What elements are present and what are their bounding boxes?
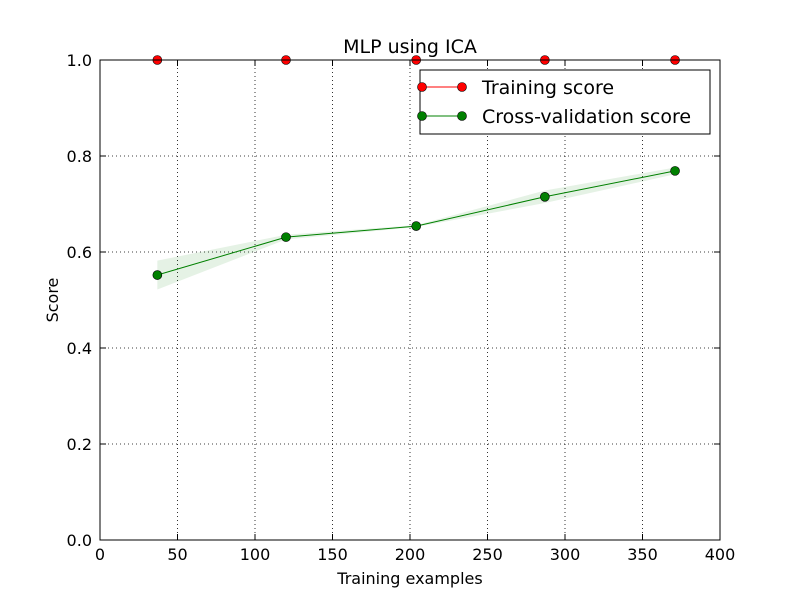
- legend-label-cv: Cross-validation score: [482, 106, 691, 128]
- y-tick-label: 1.0: [67, 51, 92, 70]
- y-tick-label: 0.0: [67, 531, 92, 550]
- x-tick-label: 0: [95, 545, 105, 564]
- legend: Training score Cross-validation score: [417, 69, 711, 135]
- x-tick-label: 200: [395, 545, 426, 564]
- cv-score-point: [152, 270, 163, 280]
- legend-marker-training: [457, 82, 467, 92]
- x-tick-label: 400: [705, 545, 736, 564]
- legend-marker-training: [417, 82, 427, 92]
- x-tick-label: 350: [627, 545, 658, 564]
- cv-score-point: [281, 232, 291, 242]
- legend-box: [419, 69, 711, 135]
- grid: [100, 60, 720, 540]
- x-tick-label: 50: [167, 545, 187, 564]
- y-tick-label: 0.8: [67, 147, 92, 166]
- y-tick-label: 0.6: [67, 243, 92, 262]
- x-tick-label: 250: [472, 545, 503, 564]
- x-axis-title: Training examples: [336, 569, 482, 588]
- legend-marker-cv: [417, 111, 427, 121]
- x-tick-label: 150: [317, 545, 348, 564]
- chart-title: MLP using ICA: [343, 36, 477, 58]
- legend-marker-cv: [457, 111, 467, 121]
- x-tick-label: 300: [550, 545, 581, 564]
- legend-label-training: Training score: [481, 77, 614, 99]
- y-tick-label: 0.4: [67, 339, 92, 358]
- x-tick-label: 100: [240, 545, 271, 564]
- cv-score-point: [670, 166, 680, 176]
- axis-ticks: 0 50 100 150 200 250 300 350 400 0.0 0.2 0.4 0.6 0.8 1…: [67, 51, 736, 564]
- y-axis-title: Score: [43, 278, 62, 323]
- cv-score-point: [540, 192, 550, 202]
- cv-score-point: [411, 221, 422, 231]
- y-tick-label: 0.2: [67, 435, 92, 454]
